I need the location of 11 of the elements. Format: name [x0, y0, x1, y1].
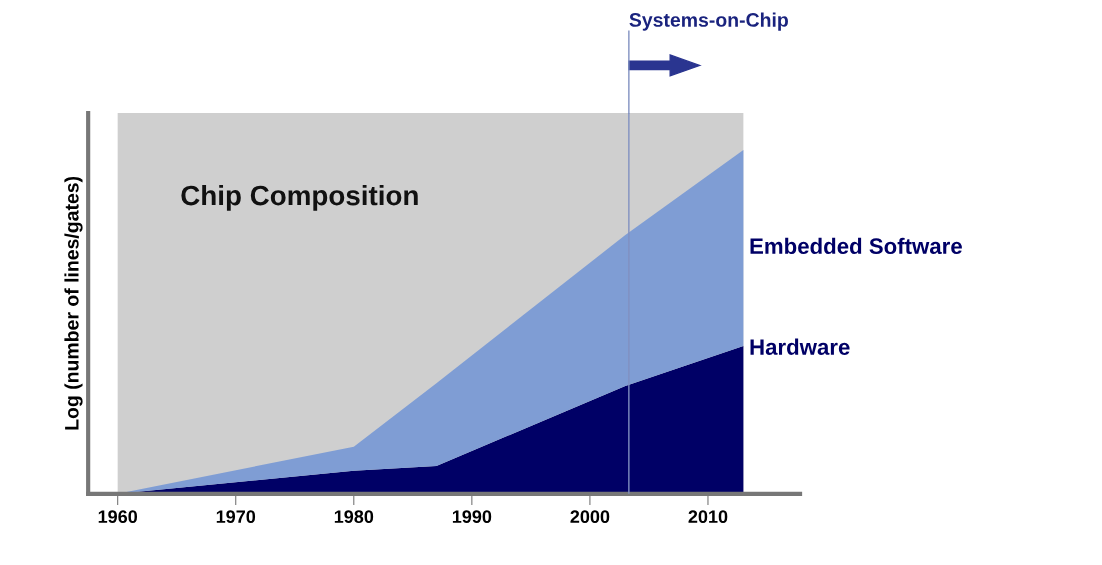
series-label: Hardware — [750, 338, 850, 355]
y-axis-title: Log (number of lines/gates) — [64, 176, 83, 430]
x-tick-label: 2000 — [570, 510, 610, 524]
band-label: Chip Composition — [181, 184, 418, 211]
x-tick-label: 1960 — [98, 510, 138, 524]
x-tick-label: 2010 — [688, 510, 728, 524]
x-tick-label: 1990 — [452, 510, 492, 524]
x-tick-label: 1970 — [216, 510, 256, 524]
ref-line-label: Systems-on-Chip — [629, 12, 788, 31]
series-label: Embedded Software — [750, 237, 962, 255]
x-tick-label: 1980 — [334, 510, 374, 524]
